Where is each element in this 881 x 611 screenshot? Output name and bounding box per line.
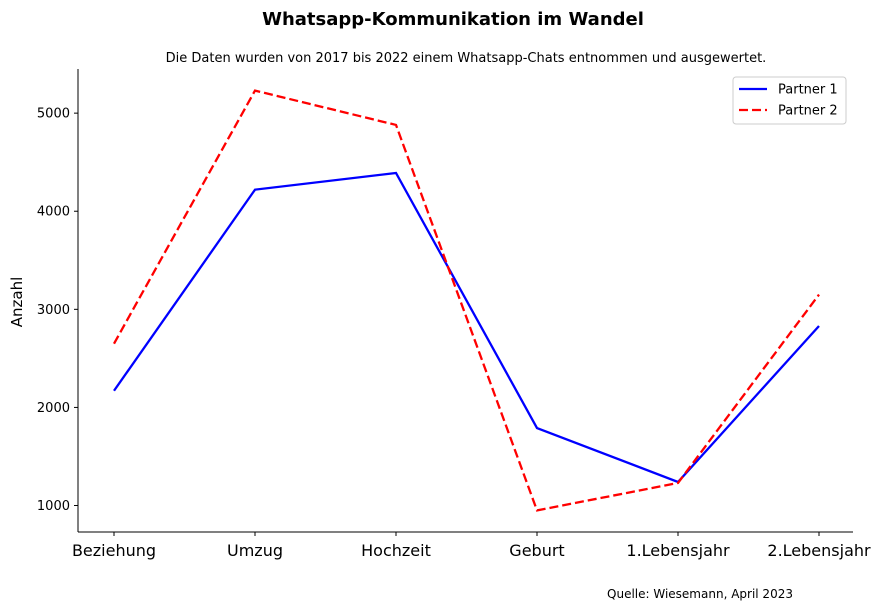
axes <box>77 69 853 533</box>
y-ticks: 1000 2000 3000 4000 5000 <box>37 107 78 514</box>
series-line-2 <box>112 89 820 512</box>
y-tick-label: 4000 <box>37 205 70 220</box>
series-group <box>112 89 820 512</box>
x-tick-label: Hochzeit <box>361 541 431 560</box>
y-tick-label: 2000 <box>37 401 70 416</box>
chart-title: Whatsapp-Kommunikation im Wandel <box>262 9 644 30</box>
x-tick-label: 1.Lebensjahr <box>626 541 730 560</box>
x-tick-label: 2.Lebensjahr <box>767 541 871 560</box>
source-note: Quelle: Wiesemann, April 2023 <box>607 587 793 601</box>
legend: Partner 1 Partner 2 <box>732 76 847 125</box>
y-axis-label: Anzahl <box>8 277 26 328</box>
x-tick-label: Beziehung <box>72 541 156 560</box>
y-tick-label: 3000 <box>37 303 70 318</box>
chart-subtitle: Die Daten wurden von 2017 bis 2022 einem… <box>166 51 767 66</box>
x-ticks: Beziehung Umzug Hochzeit Geburt 1.Lebensjahr… <box>72 532 871 560</box>
legend-label: Partner 2 <box>778 104 838 119</box>
legend-label: Partner 1 <box>778 83 838 98</box>
x-tick-label: Umzug <box>227 541 283 560</box>
y-tick-label: 1000 <box>37 499 70 514</box>
series-line-1 <box>113 171 820 484</box>
x-tick-label: Geburt <box>509 541 564 560</box>
y-tick-label: 5000 <box>37 107 70 122</box>
